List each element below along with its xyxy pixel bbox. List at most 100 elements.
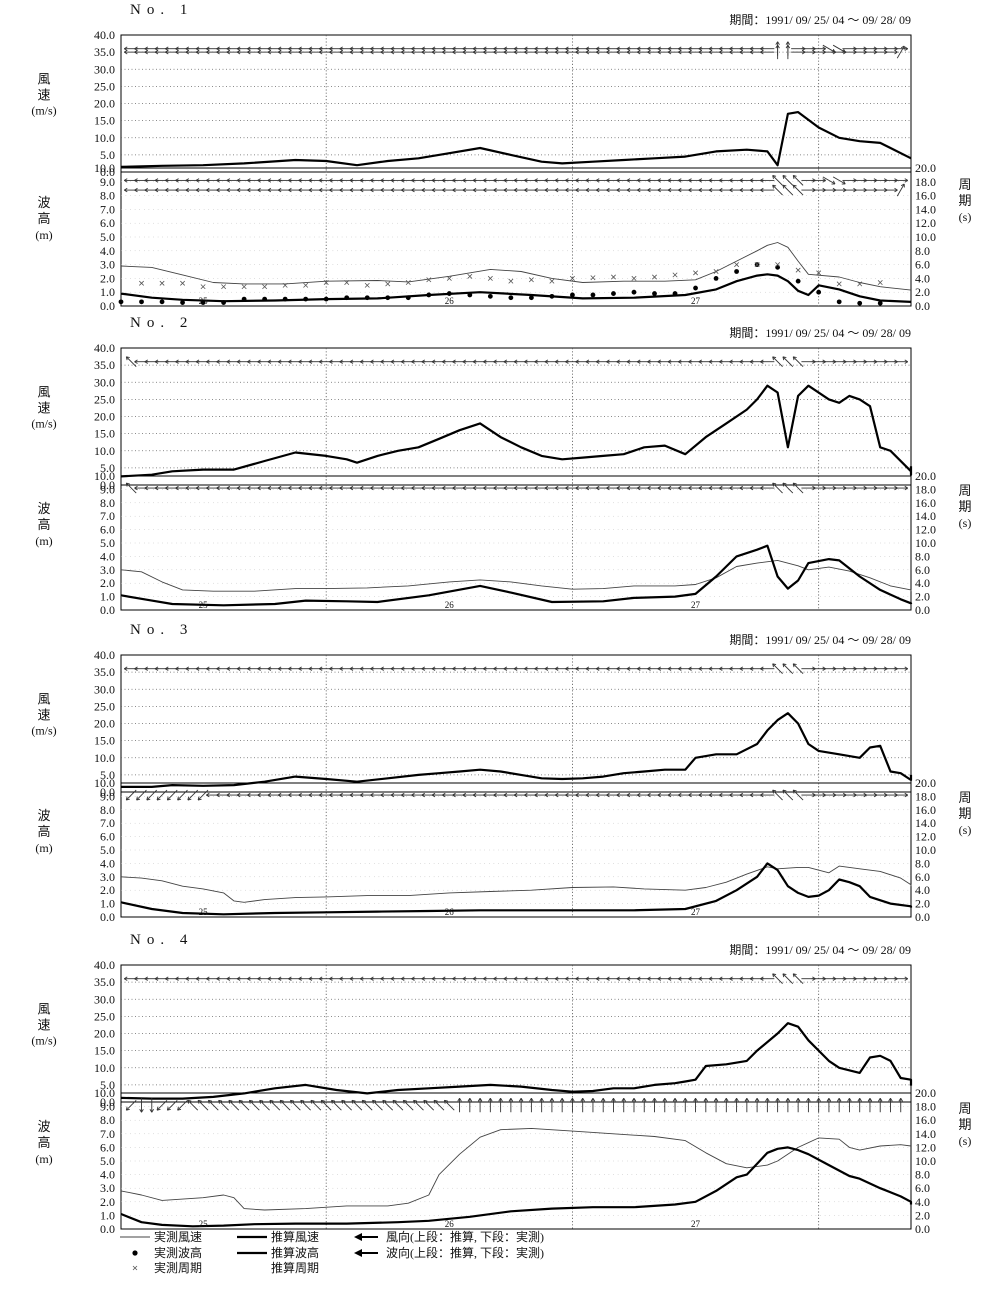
period-obs-stroke <box>262 284 268 290</box>
wind-direction-calc-arrow-head <box>493 359 497 363</box>
wave-direction-obs-arrow-head <box>298 187 302 191</box>
wave-direction-calc-arrow <box>621 1098 626 1113</box>
wind-direction-calc-arrow-head <box>442 668 446 671</box>
wave-direction-calc-arrow-head <box>197 1100 200 1104</box>
wind-direction-calc-arrow-head <box>452 359 456 363</box>
wave-direction-calc-arrow-head <box>590 1098 594 1102</box>
wave-tick-label: 3.0 <box>100 258 115 272</box>
wave-direction-calc-arrow-head <box>657 792 661 796</box>
wind-direction-calc-arrow-head <box>534 359 538 363</box>
wave-direction-obs-arrow-head <box>349 187 354 191</box>
wave-direction-calc-arrow-head <box>218 1099 223 1102</box>
wave-direction-calc-arrow-head <box>565 792 569 796</box>
wind-direction-calc-arrow-head <box>462 668 467 671</box>
wind-direction-obs-arrow-head <box>760 51 764 55</box>
wave-direction-obs-arrow-head <box>595 189 600 193</box>
wave-direction-obs-arrow-head <box>247 187 251 191</box>
wave-direction-obs-arrow-head <box>729 189 733 193</box>
wave-tick-label: 0.0 <box>100 603 115 617</box>
legend-label: 実測風速 <box>154 1229 202 1244</box>
wave-direction-calc-arrow-head <box>207 1100 210 1104</box>
wave-direction-calc-arrow-head <box>124 180 128 183</box>
legend-swatch <box>132 1265 138 1271</box>
wave-direction-calc-arrow-head <box>308 485 313 489</box>
wind-direction-calc-arrow-head <box>154 668 159 671</box>
wave-direction-calc-arrow-head <box>144 178 148 181</box>
wave-direction-calc-arrow-head <box>177 796 179 801</box>
wave-direction-calc-arrow-head <box>585 178 590 181</box>
wave-direction-calc-arrow-head <box>765 1098 768 1102</box>
wind-direction-calc-arrow-head <box>472 976 477 980</box>
wave-direction-calc-arrow-head <box>739 178 744 181</box>
wave-direction-calc-arrow <box>149 1098 154 1113</box>
period-obs-stroke <box>344 280 350 286</box>
wind-direction-calc-arrow-head <box>288 361 292 364</box>
wave-direction-calc-arrow-head <box>772 789 777 792</box>
wind-direction-calc-arrow-head <box>616 978 620 981</box>
wave-direction-calc-arrow <box>248 1099 260 1111</box>
wave-direction-calc-arrow-head <box>688 792 692 796</box>
wind-direction-calc-arrow-head <box>729 978 733 981</box>
wave-direction-calc-arrow-head <box>206 485 210 489</box>
wind-plot-frame <box>120 347 912 486</box>
wind-direction-calc-arrow-head <box>421 666 426 670</box>
wave-tick-label: 9.0 <box>100 175 115 189</box>
period-obs-point <box>508 278 514 284</box>
wind-direction-calc-arrow-head <box>739 46 744 50</box>
wave-direction-obs-arrow-head <box>792 185 795 189</box>
wave-direction-calc-arrow-head <box>503 792 508 796</box>
wind-direction-calc-arrow-head <box>339 46 343 50</box>
wave-direction-calc-arrow <box>792 789 804 801</box>
wind-direction-obs-arrow-head <box>329 49 333 53</box>
wave-direction-calc-arrow-shaft <box>156 1099 168 1111</box>
wave-direction-calc-arrow-head <box>705 1098 709 1102</box>
wind-direction-calc-arrow-head <box>503 359 508 363</box>
wind-direction-calc-arrow-head <box>554 359 559 363</box>
wind-direction-calc-arrow-head <box>421 976 426 980</box>
period-obs-point <box>303 282 309 288</box>
wave-direction-calc-arrow-head <box>226 178 231 181</box>
wave-direction-calc-arrow-head <box>529 1098 532 1102</box>
wind-direction-calc-arrow-head <box>318 668 323 671</box>
wind-direction-obs-arrow-head <box>185 51 190 55</box>
wave-direction-calc-arrow-head <box>818 1098 821 1102</box>
wave-direction-calc-arrow-head <box>126 1108 130 1111</box>
wind-tick-label: 5.0 <box>100 148 115 162</box>
wave-direction-calc-arrow-head <box>698 487 703 491</box>
wind-direction-obs-arrow-head <box>144 49 148 53</box>
wave-direction-calc-arrow-head <box>462 485 467 489</box>
wave-tick-label: 10.0 <box>94 161 115 175</box>
wave-direction-calc-arrow-head <box>631 1098 635 1102</box>
wave-direction-calc-arrow-head <box>431 792 436 796</box>
wind-direction-calc-arrow-head <box>472 46 477 50</box>
wave-direction-calc-arrow-head <box>126 482 130 485</box>
wave-direction-calc-arrow-head <box>247 485 251 489</box>
period-obs-stroke <box>734 262 740 268</box>
wind-direction-obs-arrow-head <box>359 51 364 55</box>
wave-direction-calc-arrow-head <box>411 487 415 491</box>
wave-direction-calc-arrow <box>269 1099 281 1111</box>
wind-direction-calc-arrow-head <box>390 46 395 50</box>
wave-direction-obs-arrow-head <box>626 187 631 191</box>
wave-direction-calc-arrow <box>652 1098 657 1113</box>
wave-direction-calc-arrow-head <box>165 485 169 489</box>
wave-tick-label: 5.0 <box>100 536 115 550</box>
wave-direction-calc-arrow-head <box>318 178 323 181</box>
wave-direction-calc-arrow-head <box>218 1100 220 1104</box>
wave-direction-calc-arrow-head <box>867 1098 871 1102</box>
wave-direction-calc-arrow-head <box>195 180 200 183</box>
wind-direction-obs-arrow-head <box>554 49 559 53</box>
wind-direction-calc-arrow-head <box>606 361 610 364</box>
legend-arrow-head <box>354 1249 362 1257</box>
wave-direction-calc-arrow-head <box>729 487 733 491</box>
wind-direction-calc-arrow-head <box>493 668 497 671</box>
wave-direction-calc-arrow <box>156 1099 168 1111</box>
wave-direction-calc-arrow <box>156 789 168 801</box>
wave-direction-calc-arrow <box>443 1099 455 1111</box>
wind-direction-calc-arrow-head <box>175 359 179 363</box>
wave-obs-point <box>713 276 719 281</box>
wind-direction-calc-arrow-head <box>380 359 384 363</box>
wave-direction-calc-arrow-head <box>216 487 220 491</box>
wave-direction-calc-arrow-head <box>613 1098 616 1102</box>
wave-direction-calc-arrow-head <box>269 1100 272 1104</box>
